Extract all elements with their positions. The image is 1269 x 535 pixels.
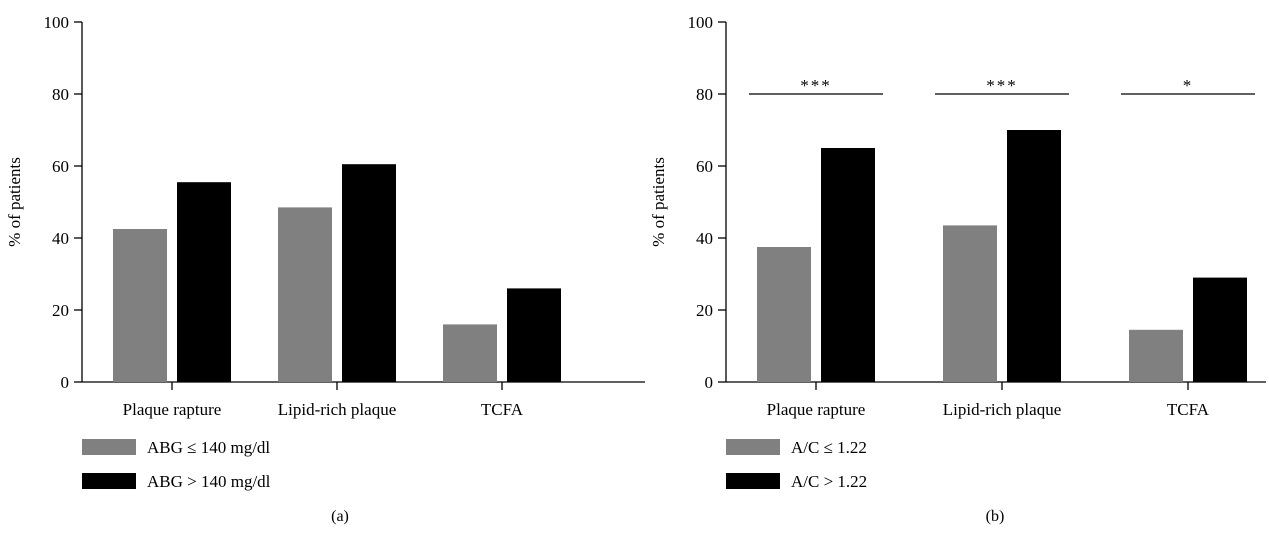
y-tick-label: 60 (696, 157, 713, 176)
panel-label: (a) (331, 508, 349, 525)
legend-label-0: ABG ≤ 140 mg/dl (147, 438, 270, 457)
y-tick-label: 80 (52, 85, 69, 104)
bar-high-0 (177, 182, 231, 382)
bar-low-0 (113, 229, 167, 382)
legend-swatch-0 (82, 439, 136, 455)
significance-label: *** (986, 76, 1018, 95)
bar-low-1 (943, 225, 997, 382)
panel-label: (b) (986, 508, 1005, 525)
y-tick-label: 100 (44, 13, 70, 32)
bar-high-2 (507, 288, 561, 382)
bar-low-2 (1129, 329, 1183, 382)
y-axis-title: % of patients (5, 157, 24, 247)
bar-high-1 (342, 164, 396, 382)
legend-swatch-0 (726, 439, 780, 455)
y-tick-label: 40 (696, 229, 713, 248)
y-tick-label: 20 (52, 301, 69, 320)
x-tick-label: TCFA (481, 400, 524, 419)
bar-high-0 (821, 148, 875, 382)
x-tick-label: Lipid-rich plaque (943, 400, 1062, 419)
legend-swatch-1 (82, 473, 136, 489)
bar-low-1 (278, 207, 332, 382)
chart-panel-a: 0 20 40 60 80 100 % of patients Plaque rapture L… (5, 13, 645, 525)
legend-label-0: A/C ≤ 1.22 (791, 438, 867, 457)
bar-high-2 (1193, 277, 1247, 382)
legend-label-1: A/C > 1.22 (791, 472, 867, 491)
legend-swatch-1 (726, 473, 780, 489)
x-tick-label: Plaque rapture (123, 400, 222, 419)
y-tick-label: 20 (696, 301, 713, 320)
y-axis-title: % of patients (649, 157, 668, 247)
y-tick-label: 100 (688, 13, 714, 32)
y-tick-label: 60 (52, 157, 69, 176)
x-tick-label: Lipid-rich plaque (278, 400, 397, 419)
bar-high-1 (1007, 130, 1061, 382)
bar-low-0 (757, 247, 811, 382)
y-tick-label: 0 (705, 373, 714, 392)
significance-label: * (1183, 76, 1194, 95)
significance-label: *** (800, 76, 832, 95)
legend-label-1: ABG > 140 mg/dl (147, 472, 271, 491)
y-tick-label: 40 (52, 229, 69, 248)
y-tick-label: 80 (696, 85, 713, 104)
x-tick-label: TCFA (1167, 400, 1210, 419)
chart-panel-b: 0 20 40 60 80 100 % of patients Plaque rapture *… (649, 13, 1266, 525)
x-tick-label: Plaque rapture (767, 400, 866, 419)
y-tick-label: 0 (61, 373, 70, 392)
bar-low-2 (443, 324, 497, 382)
